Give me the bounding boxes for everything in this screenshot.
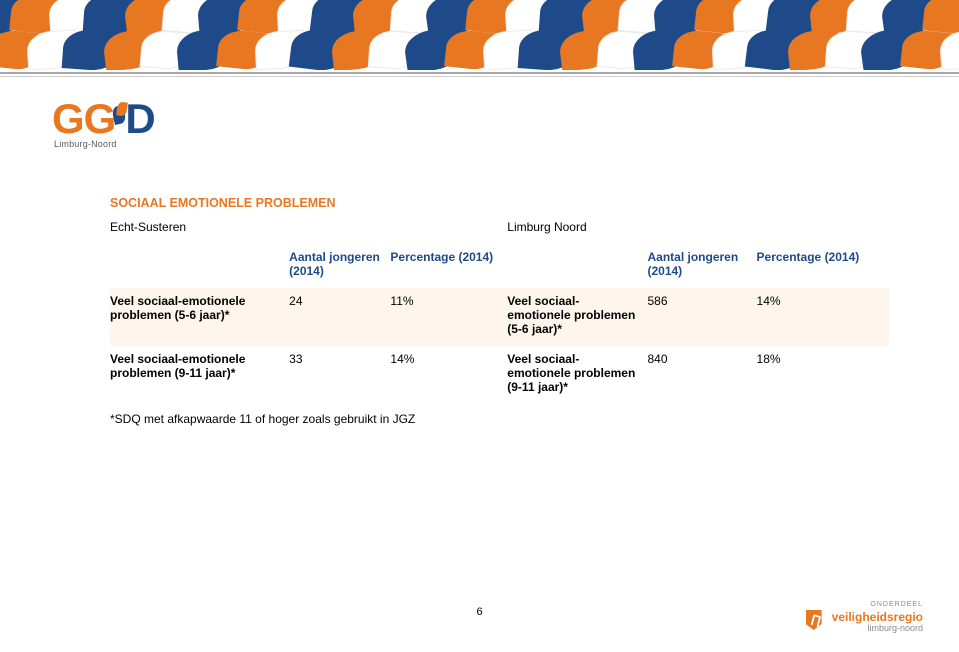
- col-count-right: Aantal jongeren (2014): [647, 244, 756, 288]
- row-pct-left: 11%: [390, 288, 507, 346]
- footnote: *SDQ met afkapwaarde 11 of hoger zoals g…: [110, 412, 889, 426]
- table-row: Veel sociaal-emotionele problemen (9-11 …: [110, 346, 889, 404]
- banner-divider: [0, 72, 959, 77]
- row-count-left: 33: [289, 346, 390, 404]
- row-label-right: Veel sociaal-emotionele problemen (5-6 j…: [507, 288, 647, 346]
- row-label-left: Veel sociaal-emotionele problemen (5-6 j…: [110, 288, 289, 346]
- row-pct-right: 18%: [757, 346, 889, 404]
- region-left: Echt-Susteren: [110, 214, 289, 244]
- row-pct-left: 14%: [390, 346, 507, 404]
- col-count-left: Aantal jongeren (2014): [289, 244, 390, 288]
- row-count-right: 586: [647, 288, 756, 346]
- row-count-right: 840: [647, 346, 756, 404]
- col-pct-right: Percentage (2014): [757, 244, 889, 288]
- header-pattern-banner: [0, 0, 959, 70]
- col-pct-left: Percentage (2014): [390, 244, 507, 288]
- footer-logo: ONDERDEEL veiligheidsregio limburg-noord: [802, 601, 923, 634]
- row-pct-right: 14%: [757, 288, 889, 346]
- region-right: Limburg Noord: [507, 214, 647, 244]
- region-header-row: Echt-Susteren Limburg Noord: [110, 214, 889, 244]
- row-label-left: Veel sociaal-emotionele problemen (9-11 …: [110, 346, 289, 404]
- section-title: SOCIAAL EMOTIONELE PROBLEMEN: [110, 196, 889, 210]
- main-content: SOCIAAL EMOTIONELE PROBLEMEN Echt-Suster…: [110, 196, 889, 426]
- shield-icon: [802, 610, 826, 634]
- table-row: Veel sociaal-emotionele problemen (5-6 j…: [110, 288, 889, 346]
- footer-sub: limburg-noord: [832, 624, 923, 633]
- column-header-row: Aantal jongeren (2014) Percentage (2014)…: [110, 244, 889, 288]
- footer-onderdeel: ONDERDEEL: [802, 601, 923, 608]
- row-label-right: Veel sociaal-emotionele problemen (9-11 …: [507, 346, 647, 404]
- row-count-left: 24: [289, 288, 390, 346]
- ggd-logo: G G D Limburg-Noord: [52, 95, 155, 149]
- footer-name: veiligheidsregio: [832, 611, 923, 623]
